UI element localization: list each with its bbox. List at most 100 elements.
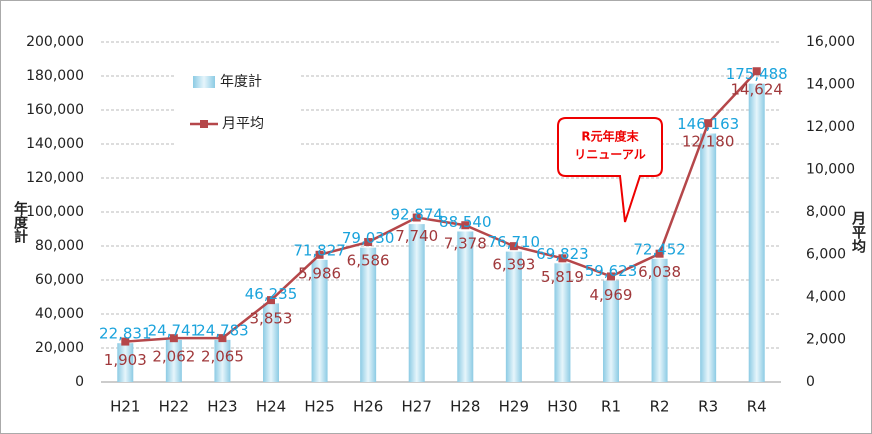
data-label: 71,827 — [293, 241, 346, 259]
y-tick-label: 40,000 — [35, 306, 84, 322]
line-marker — [558, 254, 567, 263]
bar — [165, 339, 182, 382]
y-tick-label: 160,000 — [26, 102, 84, 118]
x-tick-label: H21 — [110, 398, 140, 416]
bar — [360, 247, 377, 382]
bar — [603, 280, 619, 382]
y2-tick-label: 8,000 — [806, 204, 846, 220]
x-tick-label: H29 — [499, 398, 529, 416]
x-tick-label: H25 — [304, 398, 334, 416]
data-label: 92,874 — [390, 206, 443, 224]
data-label: 22,831 — [99, 325, 152, 343]
data-label: 5,819 — [541, 268, 584, 286]
legend-swatch — [193, 76, 215, 88]
annotation: R元年度末 リニューアル — [557, 117, 663, 223]
x-tick-label: R3 — [698, 398, 718, 416]
data-label: 4,969 — [590, 286, 633, 304]
y-tick-label: 140,000 — [26, 136, 84, 152]
legend-label: 年度計 — [220, 74, 262, 90]
data-label: 79,030 — [342, 229, 395, 247]
bar — [311, 259, 328, 382]
legend-marker — [200, 120, 208, 128]
data-label: 2,065 — [201, 348, 244, 366]
line-marker — [364, 238, 373, 247]
data-label: 6,038 — [638, 263, 681, 281]
y2-tick-label: 6,000 — [806, 247, 846, 263]
annotation-text: R元年度末 — [581, 129, 639, 144]
x-tick-label: R1 — [601, 398, 621, 416]
data-label: 7,378 — [444, 235, 487, 253]
line-marker — [315, 250, 324, 259]
data-label: 12,180 — [682, 133, 735, 151]
annotation-text: リニューアル — [574, 148, 645, 162]
line-marker — [267, 296, 275, 305]
y2-tick-label: 4,000 — [806, 289, 846, 305]
x-tick-label: H26 — [353, 398, 383, 416]
legend: 年度計 月平均 — [175, 62, 300, 146]
y-tick-label: 180,000 — [26, 68, 84, 84]
legend-label: 月平均 — [222, 116, 264, 132]
y2-tick-label: 0 — [806, 374, 815, 390]
x-tick-label: H27 — [402, 398, 432, 416]
data-label: 146,163 — [677, 115, 739, 133]
data-label: 1,903 — [104, 351, 147, 369]
x-tick-label: R4 — [747, 398, 767, 416]
y-tick-label: 80,000 — [35, 238, 84, 254]
line-marker — [509, 242, 518, 251]
data-label: 46,235 — [245, 285, 298, 303]
y2-tick-label: 16,000 — [806, 34, 855, 50]
bar — [505, 251, 522, 382]
data-label: 88,540 — [439, 213, 492, 231]
callout-shape — [557, 117, 663, 223]
bar — [117, 343, 134, 382]
data-label: 5,986 — [298, 264, 341, 282]
data-label: 59,623 — [585, 262, 638, 280]
data-label: 3,853 — [250, 310, 293, 328]
y-tick-label: 200,000 — [26, 34, 84, 50]
line-marker — [169, 334, 178, 343]
line-marker — [607, 272, 615, 281]
y-tick-label: 0 — [75, 374, 84, 390]
bar — [651, 258, 668, 382]
y-tick-label: 100,000 — [26, 204, 84, 220]
y2-tick-label: 10,000 — [806, 162, 855, 178]
bar — [748, 83, 765, 382]
line-marker — [752, 67, 761, 76]
line-marker — [461, 221, 470, 230]
line-marker — [218, 334, 227, 343]
bar — [408, 224, 425, 382]
line-marker — [412, 213, 421, 222]
bar — [457, 231, 474, 382]
line-marker — [121, 337, 130, 346]
y2-tick-label: 12,000 — [806, 119, 855, 135]
x-tick-label: H30 — [547, 398, 577, 416]
data-label: 175,488 — [726, 65, 788, 83]
bar — [700, 133, 717, 382]
data-label: 69,823 — [536, 245, 589, 263]
data-label: 2,062 — [152, 348, 195, 366]
y-axis-label: 年度計 — [12, 200, 28, 244]
data-label: 14,624 — [730, 81, 783, 99]
y2-axis-label: 月平均 — [850, 211, 867, 254]
line-marker — [655, 249, 664, 258]
line — [125, 70, 758, 343]
bar — [214, 339, 231, 382]
data-label: 24,783 — [196, 321, 249, 339]
data-label: 6,393 — [492, 256, 535, 274]
bar — [263, 303, 279, 382]
x-tick-label: H23 — [207, 398, 237, 416]
x-tick-label: H22 — [159, 398, 189, 416]
y-tick-label: 20,000 — [35, 340, 84, 356]
data-label: 72,452 — [633, 240, 686, 258]
x-tick-label: H28 — [450, 398, 480, 416]
x-tick-label: H24 — [256, 398, 286, 416]
line-marker — [704, 119, 713, 128]
x-tick-label: R2 — [650, 398, 670, 416]
y-tick-label: 120,000 — [26, 170, 84, 186]
data-label: 24,741 — [148, 321, 201, 339]
y2-tick-label: 2,000 — [806, 332, 846, 348]
data-label: 6,586 — [347, 252, 390, 270]
data-label: 7,740 — [395, 227, 438, 245]
